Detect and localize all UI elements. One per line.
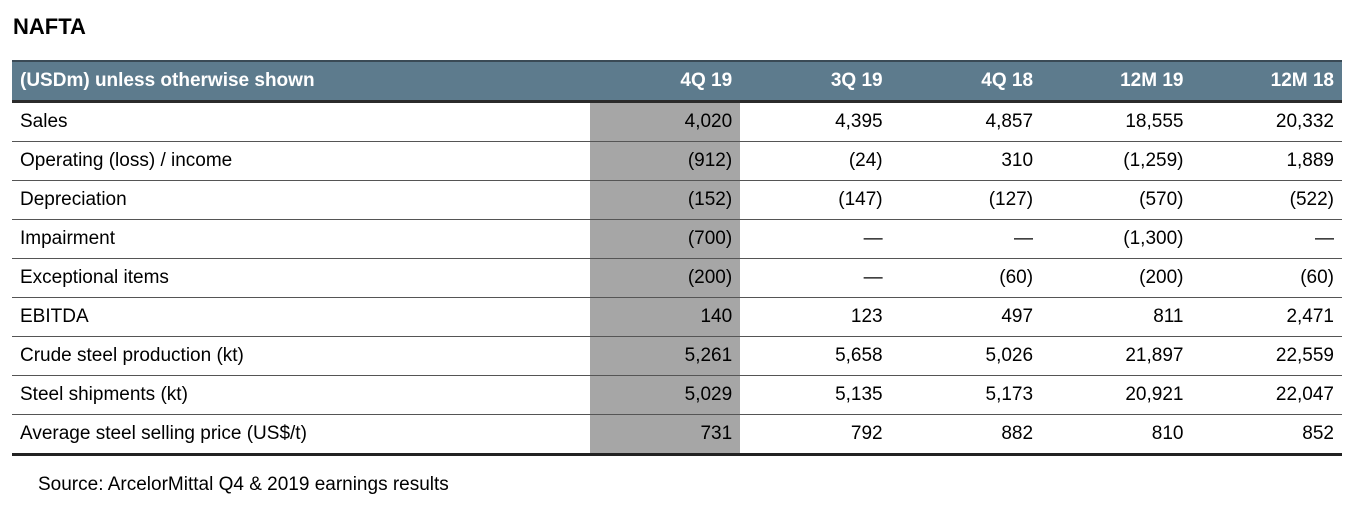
value-cell: — — [740, 219, 891, 259]
table-body: Sales 4,020 4,395 4,857 18,555 20,332 Operatin… — [12, 101, 1342, 456]
row-label: Steel shipments (kt) — [12, 375, 590, 415]
header-row: (USDm) unless otherwise shown 4Q 19 3Q 19 4… — [12, 60, 1342, 103]
row-label: Depreciation — [12, 180, 590, 220]
value-cell: 20,332 — [1191, 101, 1342, 142]
value-cell: 497 — [890, 297, 1042, 337]
value-cell: — — [1191, 219, 1342, 259]
value-cell: (60) — [890, 258, 1042, 298]
table-row: Operating (loss) / income (912) (24) 310 (1,… — [12, 141, 1342, 181]
value-cell: (200) — [1041, 258, 1192, 298]
value-cell: (60) — [1191, 258, 1342, 298]
value-cell: 2,471 — [1191, 297, 1342, 337]
table-row: Exceptional items (200) — (60) (200) (60) — [12, 258, 1342, 298]
value-cell: (200) — [589, 258, 741, 298]
value-cell: 5,658 — [740, 336, 891, 376]
row-label: Operating (loss) / income — [12, 141, 590, 181]
value-cell: (522) — [1191, 180, 1342, 220]
value-cell: 1,889 — [1191, 141, 1342, 181]
value-cell: 792 — [740, 414, 891, 456]
value-cell: (700) — [589, 219, 741, 259]
table-row: EBITDA 140 123 497 811 2,471 — [12, 297, 1342, 337]
row-label: Crude steel production (kt) — [12, 336, 590, 376]
value-cell: 5,173 — [890, 375, 1042, 415]
value-cell: 5,135 — [740, 375, 891, 415]
value-cell: 123 — [740, 297, 891, 337]
value-cell: 140 — [589, 297, 741, 337]
value-cell: (1,259) — [1041, 141, 1192, 181]
value-cell: 22,047 — [1191, 375, 1342, 415]
row-label: Exceptional items — [12, 258, 590, 298]
value-cell: 4,395 — [740, 101, 891, 142]
header-cell: (USDm) unless otherwise shown — [12, 60, 590, 103]
value-cell: — — [740, 258, 891, 298]
value-cell: 20,921 — [1041, 375, 1192, 415]
title: NAFTA — [13, 14, 86, 39]
value-cell: (152) — [589, 180, 741, 220]
value-cell: 5,029 — [589, 375, 741, 415]
source-note: Source: ArcelorMittal Q4 & 2019 earnings… — [38, 474, 449, 495]
value-cell: 4,857 — [890, 101, 1042, 142]
row-label: Sales — [12, 101, 590, 142]
table-row: Steel shipments (kt) 5,029 5,135 5,173 20,92… — [12, 375, 1342, 415]
header-cell: 3Q 19 — [740, 60, 891, 103]
value-cell: 810 — [1041, 414, 1192, 456]
value-cell: 4,020 — [589, 101, 741, 142]
table-row: Average steel selling price (US$/t) 731 79… — [12, 414, 1342, 456]
value-cell: 21,897 — [1041, 336, 1192, 376]
value-cell: 811 — [1041, 297, 1192, 337]
row-label: Impairment — [12, 219, 590, 259]
value-cell: (24) — [740, 141, 891, 181]
value-cell: (147) — [740, 180, 891, 220]
header-cell: 4Q 19 — [589, 60, 741, 103]
data-table: (USDm) unless otherwise shown 4Q 19 3Q 19 4… — [12, 60, 1342, 456]
table-row: Sales 4,020 4,395 4,857 18,555 20,332 — [12, 101, 1342, 142]
value-cell: 5,026 — [890, 336, 1042, 376]
header-cell: 12M 19 — [1041, 60, 1192, 103]
value-cell: — — [890, 219, 1042, 259]
value-cell: 5,261 — [589, 336, 741, 376]
table-row: Crude steel production (kt) 5,261 5,658 5,0… — [12, 336, 1342, 376]
value-cell: 882 — [890, 414, 1042, 456]
row-label: EBITDA — [12, 297, 590, 337]
value-cell: 18,555 — [1041, 101, 1192, 142]
value-cell: (1,300) — [1041, 219, 1192, 259]
value-cell: 22,559 — [1191, 336, 1342, 376]
table-row: Impairment (700) — — (1,300) — — [12, 219, 1342, 259]
value-cell: 310 — [890, 141, 1042, 181]
header-cell: 12M 18 — [1191, 60, 1342, 103]
value-cell: 731 — [589, 414, 741, 456]
value-cell: 852 — [1191, 414, 1342, 456]
table-row: Depreciation (152) (147) (127) (570) (522) — [12, 180, 1342, 220]
value-cell: (570) — [1041, 180, 1192, 220]
row-label: Average steel selling price (US$/t) — [12, 414, 590, 456]
value-cell: (127) — [890, 180, 1042, 220]
value-cell: (912) — [589, 141, 741, 181]
header-cell: 4Q 18 — [890, 60, 1042, 103]
